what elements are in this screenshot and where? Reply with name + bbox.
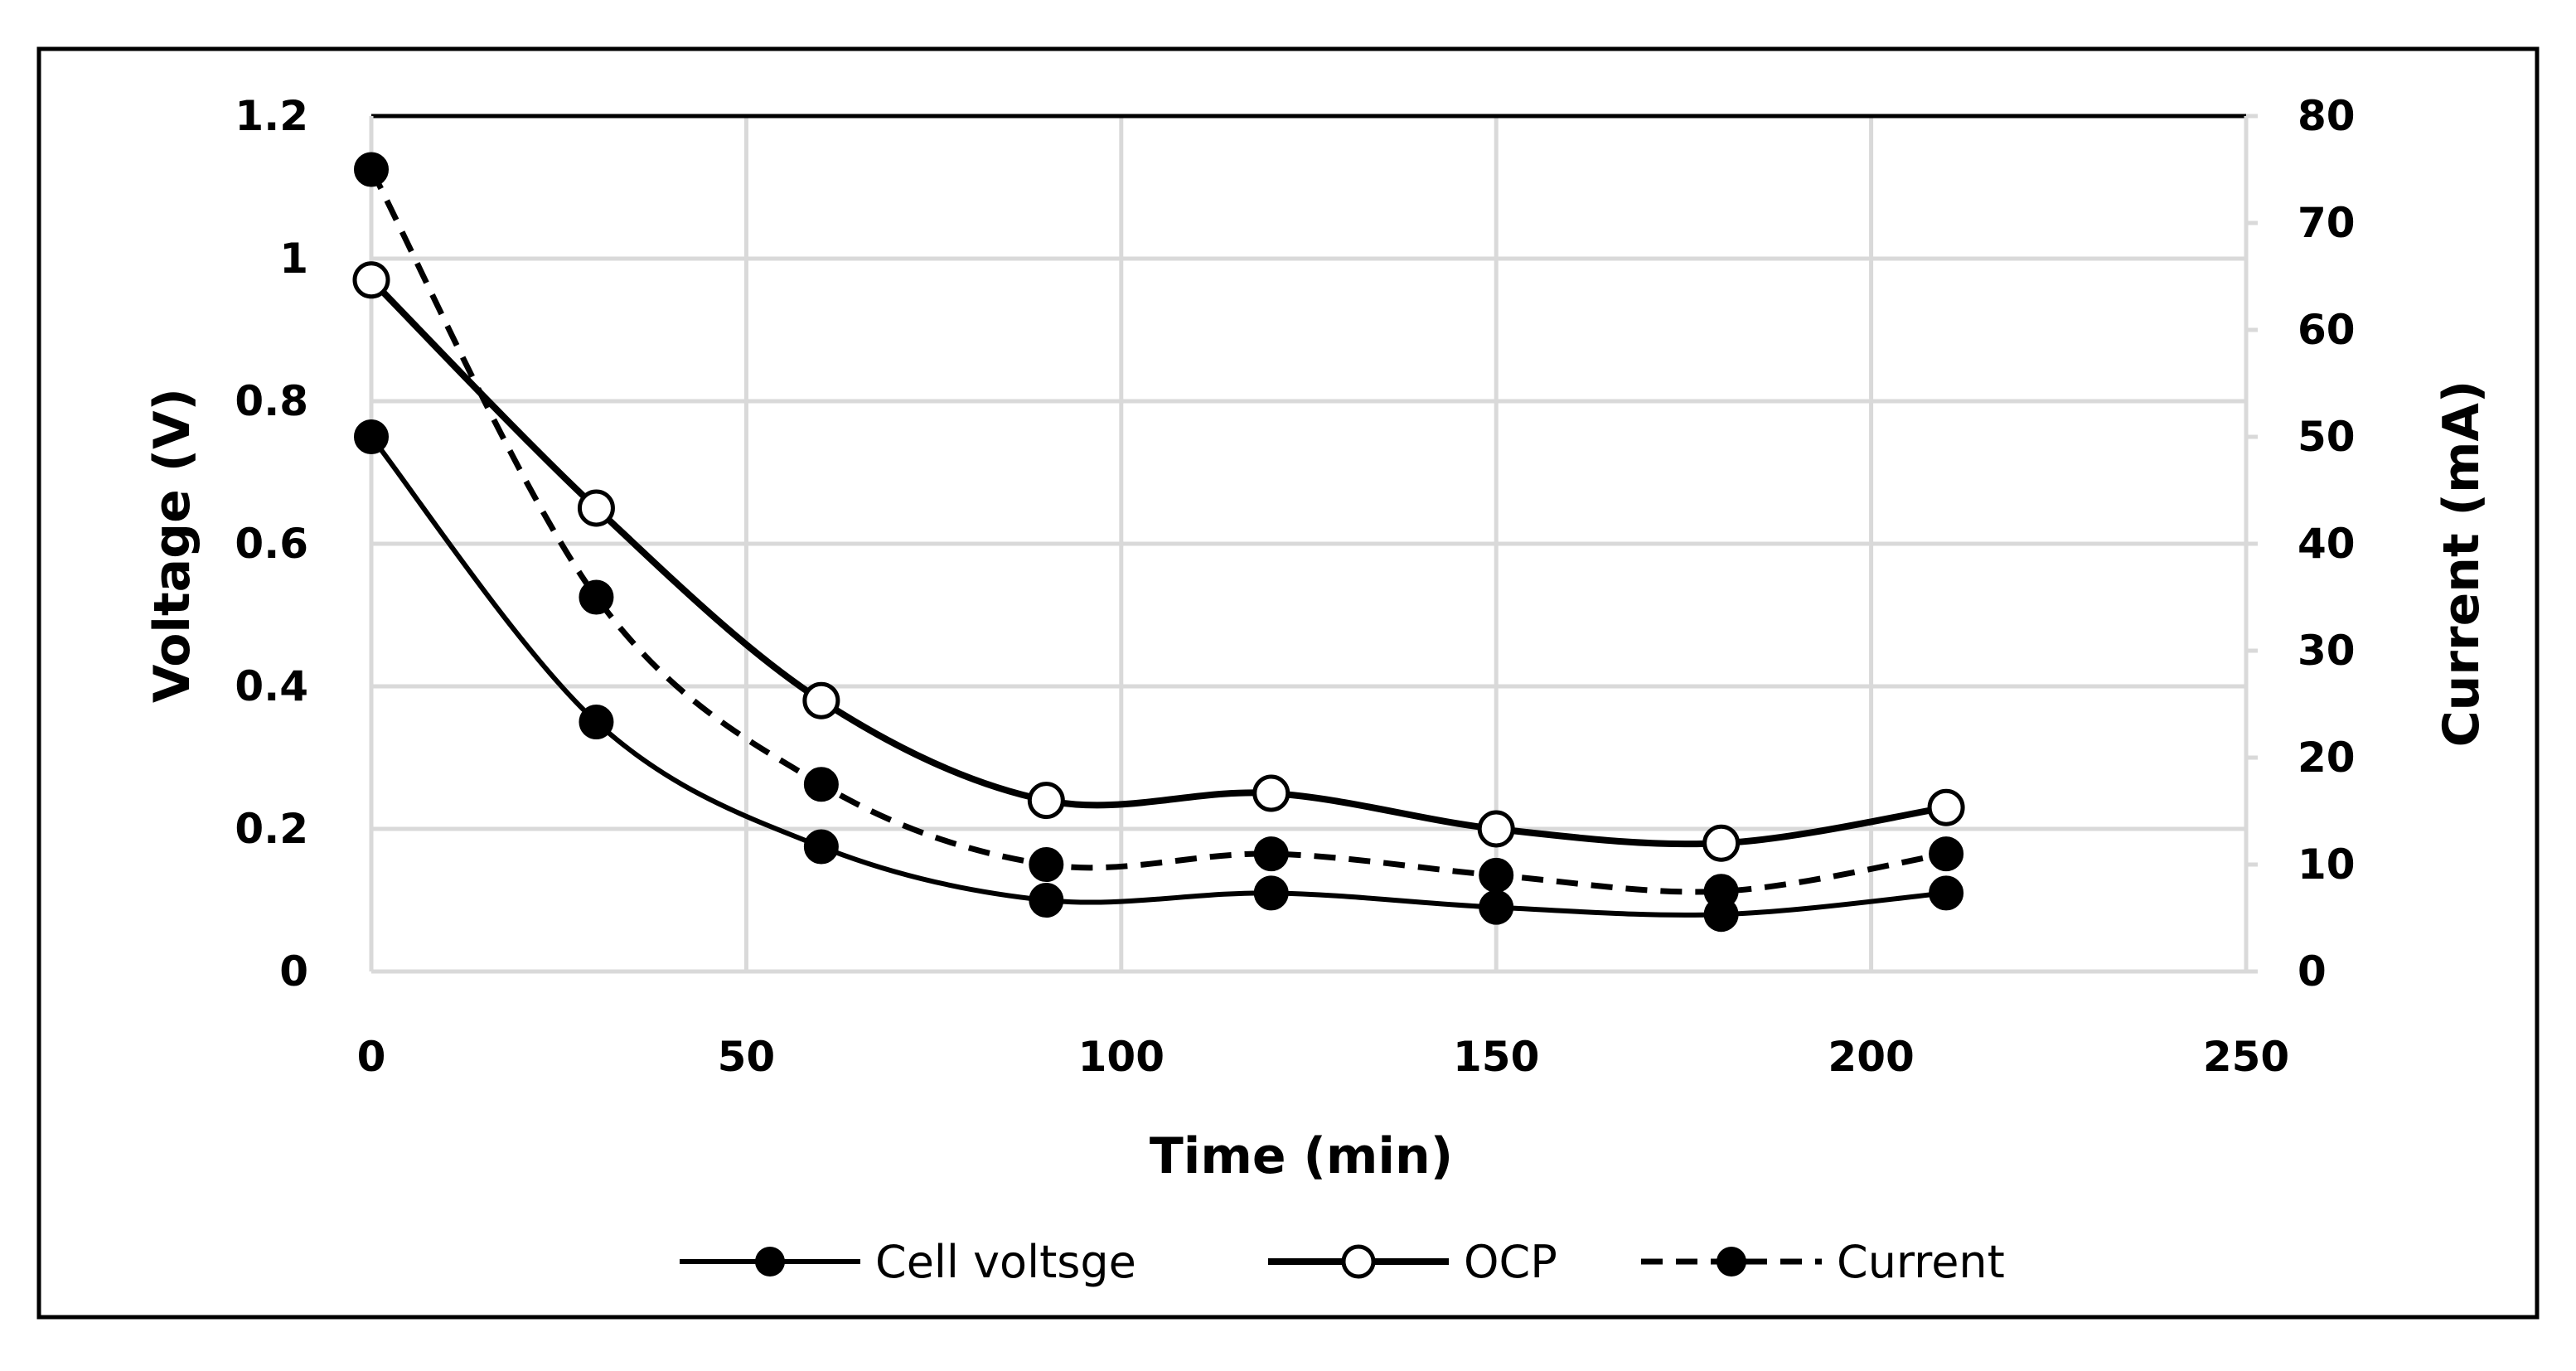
x-tick-label: 150: [1453, 1033, 1539, 1081]
legend-label: Cell voltsge: [875, 1236, 1136, 1288]
data-point: [352, 261, 390, 299]
y2-tick-label: 70: [2298, 199, 2356, 247]
x-tick-label: 0: [357, 1033, 386, 1081]
y-tick-label: 0.6: [235, 520, 308, 568]
series-line: [368, 167, 1947, 895]
data-point: [1929, 836, 1964, 872]
x-tick-label: 100: [1078, 1033, 1165, 1081]
data-point: [1029, 883, 1064, 918]
data-point: [1252, 774, 1290, 812]
y2-tick-label: 0: [2298, 947, 2327, 996]
legend-label: Current: [1837, 1236, 2005, 1288]
y2-tick-label: 10: [2298, 841, 2356, 889]
series-current: [354, 152, 1964, 909]
data-point: [1479, 889, 1514, 925]
data-point: [1702, 824, 1741, 862]
legend-item: Current: [1641, 1236, 2005, 1288]
legend-item: OCP: [1268, 1236, 1557, 1288]
legend: Cell voltsge OCP Current: [680, 1236, 2005, 1288]
data-point: [802, 681, 840, 719]
y-tick-label: 1.2: [235, 92, 308, 140]
legend-item: Cell voltsge: [680, 1236, 1136, 1288]
axes: [369, 114, 2258, 974]
y2-axis-title: Current (mA): [2433, 380, 2491, 748]
gridlines: [371, 116, 2246, 971]
y2-tick-label: 20: [2298, 734, 2356, 782]
legend-label: OCP: [1464, 1236, 1557, 1288]
y2-tick-label: 40: [2298, 520, 2356, 568]
y2-tick-label: 30: [2298, 627, 2356, 675]
data-point: [579, 579, 614, 615]
legend-marker: [1341, 1244, 1376, 1279]
data-point: [1253, 836, 1289, 872]
x-axis-title: Time (min): [1150, 1127, 1453, 1185]
data-point: [803, 829, 839, 865]
y-axis-title: Voltage (V): [143, 388, 201, 703]
y-tick-label: 0: [279, 947, 308, 996]
data-point: [1479, 857, 1514, 893]
data-point: [579, 705, 614, 739]
data-point: [577, 489, 615, 527]
y-tick-label: 0.4: [235, 662, 308, 710]
x-tick-label: 200: [1828, 1033, 1914, 1081]
y-tick-label: 0.8: [235, 377, 308, 425]
y2-tick-label: 60: [2298, 306, 2356, 354]
data-point: [354, 419, 389, 454]
data-point: [1927, 788, 1965, 826]
y-tick-label: 0.2: [235, 805, 308, 853]
data-point: [354, 152, 389, 187]
y2-tick-label: 50: [2298, 413, 2356, 461]
data-point: [1029, 847, 1064, 882]
data-point: [1477, 810, 1515, 848]
data-point: [1703, 874, 1739, 909]
legend-marker: [1717, 1247, 1746, 1277]
legend-marker: [755, 1247, 785, 1277]
series-ocp: [352, 261, 1965, 862]
y-tick-label: 1: [279, 235, 308, 283]
data-point: [803, 767, 839, 802]
x-tick-label: 50: [718, 1033, 776, 1081]
data-point: [1929, 875, 1964, 911]
y2-tick-label: 80: [2298, 92, 2356, 140]
x-tick-label: 250: [2203, 1033, 2289, 1081]
series: [352, 152, 1965, 933]
data-point: [1027, 782, 1065, 820]
data-point: [1253, 875, 1289, 911]
tick-labels: 00.20.40.60.811.20 50 100 150 200 25001020304…: [235, 92, 2355, 1081]
